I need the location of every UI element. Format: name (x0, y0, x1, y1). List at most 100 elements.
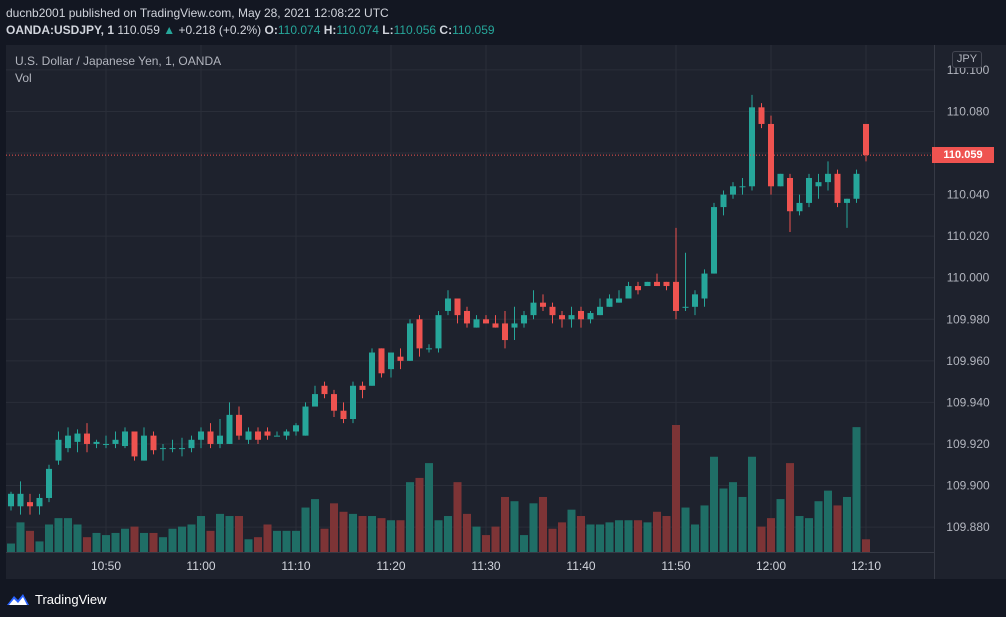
candle-body (169, 448, 176, 450)
volume-bar (738, 496, 747, 552)
candle-body (597, 306, 603, 316)
candle-body (331, 394, 337, 411)
candle-body (350, 385, 356, 420)
volume-bar (282, 530, 291, 552)
volume-bar (339, 511, 348, 552)
volume-bar (434, 520, 443, 552)
volume-bar (254, 537, 262, 552)
candle-body (682, 306, 689, 308)
symbol-ohlc-line: OANDA:USDJPY, 1 110.059 ▲ +0.218 (+0.2%)… (6, 23, 495, 37)
legend-volume: Vol (15, 71, 32, 85)
footer-brand-label: TradingView (35, 591, 107, 607)
high-value: 110.074 (336, 23, 379, 37)
volume-bar (140, 532, 148, 552)
volume-bar (491, 526, 500, 552)
candle-body (473, 319, 480, 328)
volume-bar (643, 522, 652, 552)
volume-bar (273, 530, 281, 552)
candle-body (483, 319, 489, 324)
volume-bar (168, 528, 177, 552)
candle-body (815, 182, 822, 187)
currency-badge[interactable]: JPY (952, 51, 982, 68)
candle-body (198, 431, 204, 440)
volume-bar (197, 516, 205, 552)
x-tick-label: 12:00 (756, 559, 786, 573)
candle-body (141, 435, 147, 461)
candle-body (236, 414, 242, 436)
x-tick-label: 11:40 (566, 559, 595, 573)
volume-bar (472, 526, 481, 552)
candle-body (863, 123, 869, 156)
volume-bar (387, 520, 395, 552)
volume-bar (586, 524, 595, 552)
candle-body (416, 319, 423, 349)
volume-bar (244, 539, 253, 552)
candle-body (255, 431, 261, 440)
tradingview-logo-icon (7, 594, 29, 605)
volume-bar (767, 518, 775, 552)
volume-bar (358, 516, 367, 552)
candle-body (65, 435, 71, 449)
candle-body (55, 439, 62, 461)
volume-bar (748, 456, 756, 552)
volume-bar (26, 530, 34, 552)
volume-bar (121, 528, 129, 552)
candle-body (17, 493, 24, 507)
candle-body (150, 435, 157, 451)
price-change: +0.218 (+0.2%) (178, 23, 262, 37)
candle-body (217, 435, 223, 444)
volume-bar (330, 503, 338, 552)
volume-bar (624, 520, 633, 552)
volume-bar (235, 516, 243, 552)
candle-body (673, 281, 679, 311)
volume-bar (463, 513, 471, 552)
last-price: 110.059 (117, 23, 160, 37)
y-tick-label: 109.980 (946, 312, 990, 326)
volume-bar (700, 505, 709, 552)
candle-body (787, 177, 793, 212)
volume-bar (757, 526, 766, 552)
volume-bar (482, 535, 490, 552)
candle-body (758, 107, 765, 124)
volume-bar (795, 516, 804, 552)
last-price-tag: 110.059 (932, 147, 994, 164)
volume-bar (852, 427, 861, 552)
candle-body (274, 435, 280, 437)
x-tick-label: 12:10 (851, 559, 881, 573)
candle-body (369, 352, 375, 386)
candle-body (663, 281, 670, 287)
volume-bar (368, 516, 376, 552)
volume-bar (672, 425, 680, 552)
chart-area[interactable] (6, 45, 1006, 579)
x-tick-label: 10:50 (91, 559, 121, 573)
volume-bar (111, 532, 120, 552)
x-tick-label: 11:30 (471, 559, 500, 573)
footer-brand[interactable]: TradingView (6, 590, 107, 608)
candle-body (179, 448, 185, 450)
y-tick-label: 109.940 (946, 395, 990, 409)
candle-body (844, 198, 850, 203)
volume-bar (216, 513, 224, 552)
candle-body (46, 468, 52, 498)
candle-body (730, 186, 736, 195)
candle-body (796, 202, 803, 212)
x-tick-label: 11:00 (186, 559, 215, 573)
candle-body (806, 177, 812, 203)
candle-body (720, 194, 727, 208)
legend-title: U.S. Dollar / Japanese Yen, 1, OANDA (15, 54, 222, 68)
y-tick-label: 109.900 (946, 479, 990, 493)
volume-bar (406, 482, 414, 552)
candle-body (378, 348, 385, 374)
volume-bar (653, 511, 661, 552)
candle-body (492, 323, 499, 328)
candle-body (587, 313, 594, 320)
y-tick-label: 110.040 (947, 188, 990, 202)
candle-body (578, 310, 584, 320)
open-label: O: (264, 23, 278, 37)
volume-bar (415, 477, 424, 552)
candle-body (749, 107, 755, 187)
volume-bar (16, 522, 25, 552)
candle-body (834, 173, 841, 203)
candle-body (445, 298, 451, 311)
